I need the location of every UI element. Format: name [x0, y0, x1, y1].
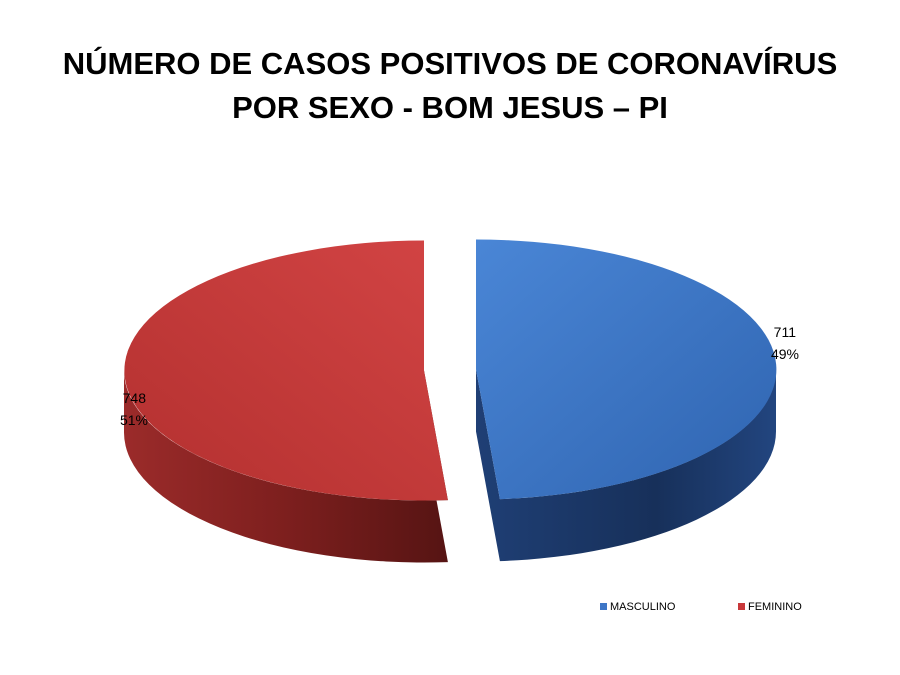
slice-masculino-side	[476, 239, 776, 562]
slice-feminino-side	[124, 240, 448, 563]
slice-feminino	[124, 240, 448, 501]
data-label-feminino-percent: 51%	[120, 412, 148, 428]
data-label-masculino-percent: 49%	[771, 346, 799, 362]
legend-swatch-masculino	[600, 603, 607, 610]
data-label-feminino: 748 51%	[120, 390, 148, 428]
legend-label-feminino: FEMININO	[748, 601, 802, 613]
legend: MASCULINO FEMININO	[600, 601, 802, 613]
slice-masculino	[476, 239, 777, 500]
chart-title-line-2: POR SEXO - BOM JESUS – PI	[232, 90, 668, 125]
chart-title: NÚMERO DE CASOS POSITIVOS DE CORONAVÍRUS…	[0, 42, 900, 130]
pie-group	[124, 239, 777, 563]
data-label-masculino: 711 49%	[771, 324, 799, 362]
chart-title-line-1: NÚMERO DE CASOS POSITIVOS DE CORONAVÍRUS	[62, 46, 838, 81]
data-label-feminino-value: 748	[123, 390, 147, 406]
legend-swatch-feminino	[738, 603, 745, 610]
legend-label-masculino: MASCULINO	[610, 601, 676, 613]
data-label-masculino-value: 711	[774, 324, 797, 340]
